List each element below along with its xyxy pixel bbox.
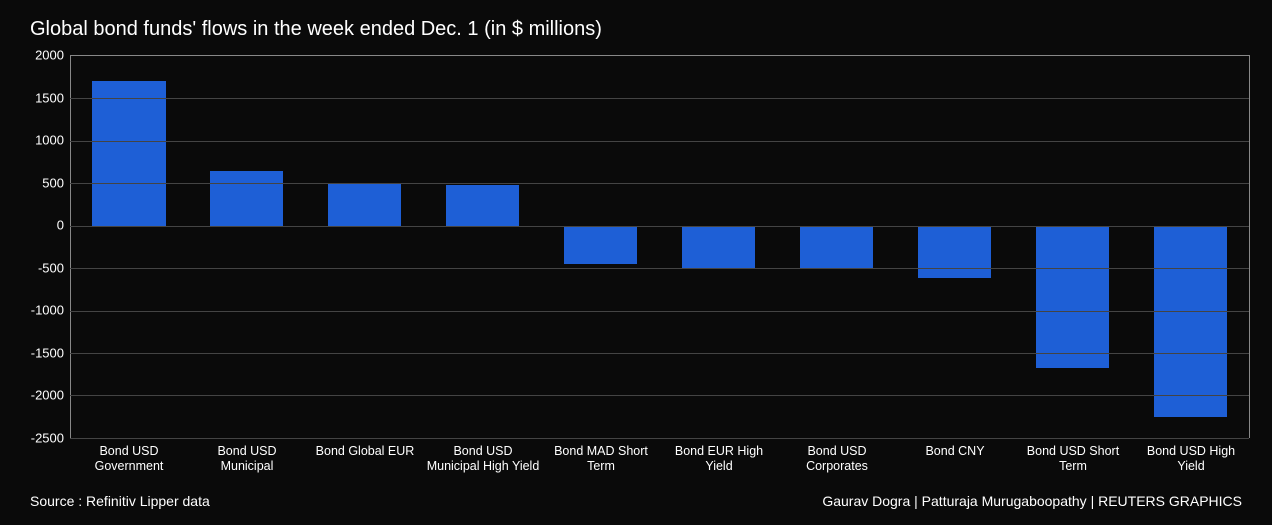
y-tick-label: -1000 [31,303,64,318]
gridline [70,141,1249,142]
gridline [70,353,1249,354]
bar-slot [895,56,1013,438]
plot-area [70,55,1250,438]
gridline [70,438,1249,439]
bar [210,171,283,226]
bar [564,226,637,264]
bar-slot [188,56,306,438]
y-tick-label: 0 [57,218,64,233]
bars-group [70,56,1249,438]
y-tick-label: 1000 [35,133,64,148]
y-tick-label: -1500 [31,345,64,360]
source-text: Source : Refinitiv Lipper data [30,493,210,509]
y-tick-label: -2000 [31,388,64,403]
gridline [70,395,1249,396]
y-tick-label: 1500 [35,90,64,105]
gridline [70,98,1249,99]
bar [328,183,401,225]
y-tick-label: -2500 [31,430,64,445]
bar-slot [660,56,778,438]
bar-slot [777,56,895,438]
gridline [70,268,1249,269]
x-tick-label: Bond USD Corporates [778,444,896,475]
y-tick-label: 500 [42,175,64,190]
chart-title: Global bond funds' flows in the week end… [30,18,1250,41]
credit-text: Gaurav Dogra | Patturaja Murugaboopathy … [822,493,1242,509]
bar-slot [306,56,424,438]
x-tick-label: Bond MAD Short Term [542,444,660,475]
bar [1036,226,1109,369]
x-tick-label: Bond EUR High Yield [660,444,778,475]
gridline [70,183,1249,184]
x-axis-labels: Bond USD GovernmentBond USD MunicipalBon… [70,444,1250,475]
y-tick-label: 2000 [35,48,64,63]
bar [446,185,519,226]
gridline [70,226,1249,227]
chart-area: 2000150010005000-500-1000-1500-2000-2500 [22,55,1250,438]
y-axis: 2000150010005000-500-1000-1500-2000-2500 [22,55,70,438]
bar [92,81,165,225]
bar-slot [424,56,542,438]
x-tick-label: Bond USD Municipal [188,444,306,475]
bar-slot [1131,56,1249,438]
bar [1154,226,1227,417]
x-tick-label: Bond Global EUR [306,444,424,475]
chart-footer: Source : Refinitiv Lipper data Gaurav Do… [22,493,1250,509]
x-tick-label: Bond USD Short Term [1014,444,1132,475]
x-tick-label: Bond USD Municipal High Yield [424,444,542,475]
bar [682,226,755,268]
x-tick-label: Bond CNY [896,444,1014,475]
bar-slot [1013,56,1131,438]
gridline [70,311,1249,312]
bar-slot [70,56,188,438]
chart-container: Global bond funds' flows in the week end… [0,0,1272,525]
bar [918,226,991,279]
x-tick-label: Bond USD High Yield [1132,444,1250,475]
bar [800,226,873,269]
y-tick-label: -500 [38,260,64,275]
x-tick-label: Bond USD Government [70,444,188,475]
bar-slot [542,56,660,438]
